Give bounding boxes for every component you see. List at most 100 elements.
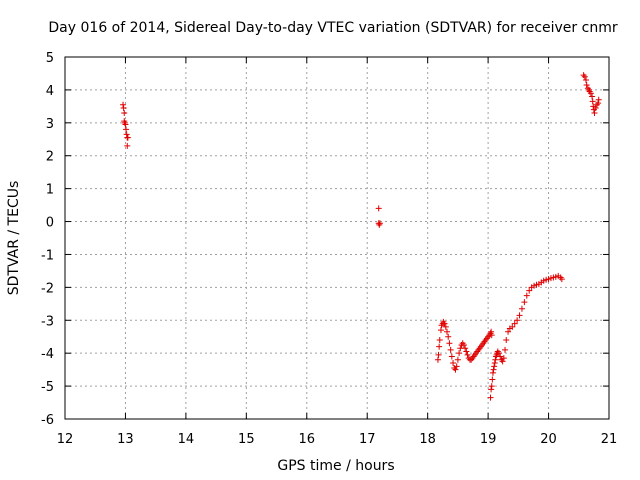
data-point-plus [447, 346, 454, 353]
data-point-plus [460, 341, 467, 348]
data-point-plus [491, 363, 498, 370]
y-tick-label: 2 [46, 150, 54, 165]
data-point-plus [120, 105, 127, 112]
data-point-plus [488, 386, 495, 393]
data-point-plus [444, 328, 451, 335]
axis-ticks [64, 56, 610, 420]
data-point-plus [464, 351, 471, 358]
y-tick-label: -5 [41, 380, 54, 395]
data-point-plus [436, 337, 443, 344]
data-point-plus [581, 73, 588, 80]
data-point-plus [488, 332, 495, 339]
data-point-plus [500, 355, 507, 362]
data-point-plus [437, 327, 444, 334]
data-points [120, 72, 602, 401]
data-point-plus [123, 126, 130, 133]
data-point-plus [441, 320, 448, 327]
data-point-plus [497, 353, 504, 360]
data-point-plus [490, 366, 497, 373]
data-point-plus [442, 323, 449, 330]
x-tick-label: 19 [480, 432, 497, 447]
data-point-plus [509, 323, 516, 330]
data-point-plus [453, 363, 460, 370]
y-tick-label: -3 [41, 314, 54, 329]
y-tick-label: 1 [46, 183, 54, 198]
data-point-plus [450, 360, 457, 367]
chart-title: Day 016 of 2014, Sidereal Day-to-day VTE… [48, 20, 617, 36]
data-point-plus [583, 77, 590, 84]
data-point-plus [516, 312, 523, 319]
data-point-plus [435, 351, 442, 358]
data-point-plus [521, 299, 528, 306]
y-tick-label: -4 [41, 347, 54, 362]
y-tick-label: 3 [46, 117, 54, 132]
x-tick-label: 21 [601, 432, 618, 447]
data-point-plus [463, 348, 470, 355]
y-tick-label: 4 [46, 84, 54, 99]
x-tick-label: 18 [419, 432, 436, 447]
data-point-plus [518, 305, 525, 312]
data-point-plus [595, 100, 602, 107]
data-point-plus [452, 366, 459, 373]
y-tick-label: 0 [46, 216, 54, 231]
x-tick-label: 15 [238, 432, 255, 447]
data-point-plus [448, 353, 455, 360]
data-point-plus [487, 394, 494, 401]
data-point-plus [124, 142, 131, 149]
data-point-plus [489, 369, 496, 376]
data-point-plus [589, 93, 596, 100]
x-tick-label: 17 [359, 432, 376, 447]
data-point-plus [495, 350, 502, 357]
data-point-plus [462, 345, 469, 352]
data-point-plus [375, 205, 382, 212]
y-tick-label: -6 [41, 413, 54, 428]
data-point-plus [121, 109, 128, 116]
data-point-plus [523, 292, 530, 299]
x-tick-label: 12 [57, 432, 74, 447]
data-point-plus [492, 356, 499, 363]
data-point-plus [488, 383, 495, 390]
data-point-plus [503, 337, 510, 344]
x-axis-label: GPS time / hours [277, 458, 394, 474]
y-tick-labels: -6 -5 -4 -3 -2 -1 0 1 2 3 4 5 [41, 51, 54, 428]
data-point-plus [434, 356, 441, 363]
y-tick-label: 5 [46, 51, 54, 66]
y-tick-label: -2 [41, 281, 54, 296]
data-point-plus [502, 346, 509, 353]
data-point-plus [514, 317, 521, 324]
grid [65, 57, 609, 419]
data-point-plus [505, 328, 512, 335]
data-point-plus [120, 101, 127, 108]
data-point-plus [499, 358, 506, 365]
plot-frame [64, 56, 610, 420]
data-point-plus [446, 340, 453, 347]
data-point-plus [124, 134, 131, 141]
data-point-plus [595, 96, 602, 103]
data-point-plus [558, 276, 565, 283]
x-tick-label: 13 [117, 432, 134, 447]
y-axis-label: SDTVAR / TECUs [6, 181, 22, 296]
data-point-plus [436, 343, 443, 350]
data-point-plus [489, 376, 496, 383]
x-tick-label: 14 [178, 432, 195, 447]
data-point-plus [589, 98, 596, 105]
x-tick-labels: 12 13 14 15 16 17 18 19 20 21 [57, 432, 618, 447]
data-point-plus [526, 287, 533, 294]
data-point-plus [454, 356, 461, 363]
data-point-plus [591, 109, 598, 116]
data-point-plus [491, 360, 498, 367]
x-tick-label: 16 [299, 432, 316, 447]
data-point-plus [376, 220, 383, 227]
data-point-plus [592, 105, 599, 112]
y-tick-label: -1 [41, 248, 54, 263]
data-point-plus [511, 320, 518, 327]
data-point-plus [122, 121, 129, 128]
data-point-plus [583, 81, 590, 88]
x-tick-label: 20 [540, 432, 557, 447]
data-point-plus [123, 131, 130, 138]
data-point-plus [488, 328, 495, 335]
data-point-plus [445, 333, 452, 340]
data-point-plus [456, 350, 463, 357]
data-point-plus [587, 90, 594, 97]
